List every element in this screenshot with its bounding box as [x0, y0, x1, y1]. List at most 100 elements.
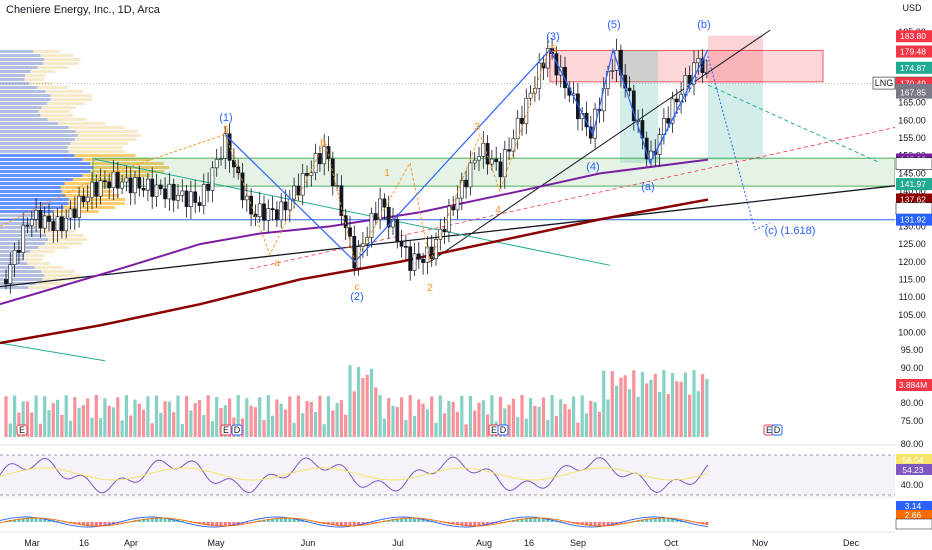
macd-histogram-bar [159, 518, 163, 522]
candle-body [313, 153, 318, 174]
volume-bar [210, 421, 214, 437]
macd-histogram-bar [628, 521, 631, 523]
candle-body [446, 205, 451, 233]
volume-bar [640, 371, 644, 437]
volume-profile-bar [29, 82, 53, 85]
wave-label-orange: 5 [223, 125, 229, 136]
volume-bar [378, 395, 382, 437]
price-tick-label: 90.00 [901, 363, 924, 373]
candle-body [184, 190, 189, 207]
macd-histogram-bar [339, 522, 343, 526]
volume-bar [189, 410, 193, 437]
time-tick-label: Aug [476, 538, 492, 548]
wave-label-orange: 3 [474, 122, 480, 133]
macd-histogram-bar [542, 518, 545, 522]
volume-bar [610, 370, 614, 437]
macd-histogram-bar [481, 522, 485, 526]
rsi-band [0, 455, 895, 495]
volume-bar [180, 423, 184, 437]
candle-body [305, 173, 309, 176]
volume-bar [567, 409, 571, 437]
volume-bar [627, 389, 632, 437]
candle-body [330, 158, 335, 187]
price-tag [896, 30, 932, 43]
candle-body [111, 171, 116, 189]
volume-bar [511, 398, 515, 437]
candle-body [34, 209, 39, 220]
volume-bar [25, 401, 30, 437]
volume-profile-bar [47, 118, 87, 121]
price-tick-label: 130.00 [898, 221, 926, 231]
volume-bar [94, 395, 98, 437]
volume-profile-bar [0, 114, 41, 117]
volume-bar [309, 401, 313, 437]
price-tick-label: 120.00 [898, 257, 926, 267]
volume-profile-bar [93, 166, 170, 169]
macd-histogram-bar [64, 522, 68, 523]
wave-label-blue: (5) [607, 19, 620, 31]
volume-profile-bar [0, 134, 78, 137]
volume-bar [34, 395, 38, 437]
volume-bar [56, 399, 60, 437]
candle-body [279, 201, 284, 221]
candle-body [459, 179, 464, 199]
volume-bar [696, 391, 700, 437]
candle-body [421, 258, 426, 263]
macd-histogram-bar [146, 518, 150, 522]
volume-bar [275, 399, 279, 437]
volume-profile-bar [0, 138, 75, 141]
volume-profile-bar [38, 110, 71, 113]
macd-histogram-bar [610, 522, 614, 525]
event-marker [16, 424, 28, 436]
volume-bar [116, 397, 120, 437]
candle-body [408, 246, 413, 271]
macd-histogram-bar [99, 522, 103, 526]
volume-bar [348, 365, 352, 437]
candle-body [631, 90, 636, 121]
volume-bar [283, 409, 288, 437]
price-tick-label: 110.00 [899, 292, 926, 302]
macd-histogram-bar [86, 522, 90, 526]
macd-histogram-bar [550, 519, 554, 522]
volume-profile-bar [30, 70, 56, 73]
volume-profile-bar [0, 98, 51, 101]
volume-profile-bar [58, 122, 106, 125]
macd-histogram-bar [486, 522, 490, 525]
candle-body [64, 217, 69, 232]
candle-body [481, 143, 486, 157]
trendline-teal [94, 158, 611, 266]
volume-bar [486, 414, 490, 437]
candle-body [545, 48, 550, 69]
volume-bar [597, 411, 601, 437]
short-risk-box [708, 35, 763, 84]
candle-body [4, 279, 8, 285]
macd-histogram-bar [288, 518, 292, 522]
macd-histogram-bar [602, 522, 606, 526]
time-tick-label: Mar [24, 538, 40, 548]
volume-profile-bar [40, 54, 74, 57]
time-tick-label: Oct [664, 538, 679, 548]
macd-tag-label: 3.14 [905, 501, 922, 511]
macd-histogram-bar [352, 522, 356, 526]
volume-bar [516, 417, 520, 437]
volume-profile-bar [0, 194, 66, 197]
candle-body [47, 215, 51, 222]
volume-bar [77, 407, 81, 437]
time-tick-label: Nov [752, 538, 769, 548]
price-tick-label: 95.00 [901, 345, 924, 355]
macd-histogram-bar [107, 522, 111, 525]
price-tag [896, 45, 932, 58]
volume-bar [21, 401, 25, 437]
candle-body [485, 143, 490, 165]
candle-body [317, 153, 322, 165]
macd-histogram-bar [155, 518, 158, 522]
volume-bar [344, 414, 348, 437]
volume-profile-bar [0, 118, 48, 121]
candle-body [98, 180, 103, 197]
volume-bar [412, 415, 417, 437]
volume-bar [701, 374, 705, 437]
volume-profile-bar [0, 174, 83, 177]
volume-profile-bar [67, 146, 123, 149]
candle-body [292, 185, 297, 200]
